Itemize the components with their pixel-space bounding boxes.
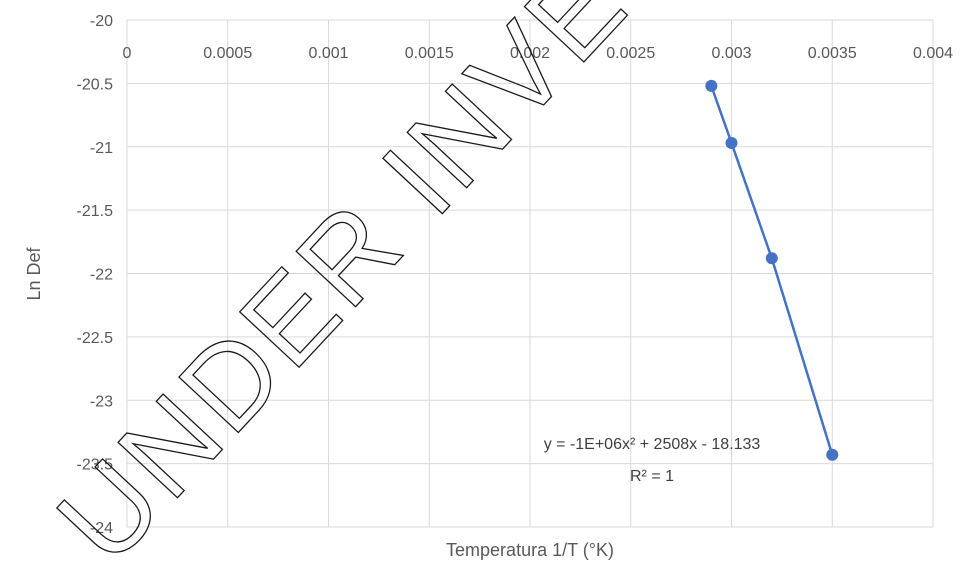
y-tick-label: -20.5 xyxy=(77,76,114,93)
x-tick-label: 0.004 xyxy=(913,45,953,62)
x-tick-label: 0.003 xyxy=(711,45,751,62)
y-tick-label: -23 xyxy=(90,393,113,410)
y-tick-label: -21 xyxy=(90,140,113,157)
y-tick-label: -22 xyxy=(90,267,113,284)
x-tick-label: 0.0005 xyxy=(203,45,252,62)
data-point xyxy=(725,136,738,149)
x-tick-label: 0.002 xyxy=(510,45,550,62)
y-tick-label: -20 xyxy=(90,13,113,30)
y-tick-label: -23.5 xyxy=(77,457,114,474)
trendline-equation: y = -1E+06x² + 2508x - 18.133 xyxy=(544,436,761,453)
y-tick-label: -22.5 xyxy=(77,330,114,347)
x-tick-label: 0.0035 xyxy=(808,45,857,62)
y-axis-title: Ln Def xyxy=(24,246,44,300)
data-point xyxy=(765,252,778,265)
y-tick-label: -21.5 xyxy=(77,203,114,220)
x-tick-label: 0 xyxy=(123,45,132,62)
gridlines xyxy=(126,19,934,528)
data-point xyxy=(826,448,839,461)
x-tick-labels: 0 0.0005 0.001 0.0015 0.002 0.0025 0.003 0.0035… xyxy=(123,45,954,62)
x-tick-label: 0.0015 xyxy=(405,45,454,62)
y-tick-label: -24 xyxy=(90,520,113,537)
x-axis-title: Temperatura 1/T (°K) xyxy=(446,540,614,560)
series-line xyxy=(710,85,834,456)
data-point xyxy=(705,79,718,92)
data-series xyxy=(705,79,839,461)
y-tick-labels: -20 -20.5 -21 -21.5 -22 -22.5 -23 -23.5 -24 xyxy=(77,13,114,537)
trendline-r-squared: R² = 1 xyxy=(630,468,674,485)
x-tick-label: 0.0025 xyxy=(606,45,655,62)
watermark: UNDER INVESTIGATION xyxy=(32,0,965,564)
x-tick-label: 0.001 xyxy=(308,45,348,62)
